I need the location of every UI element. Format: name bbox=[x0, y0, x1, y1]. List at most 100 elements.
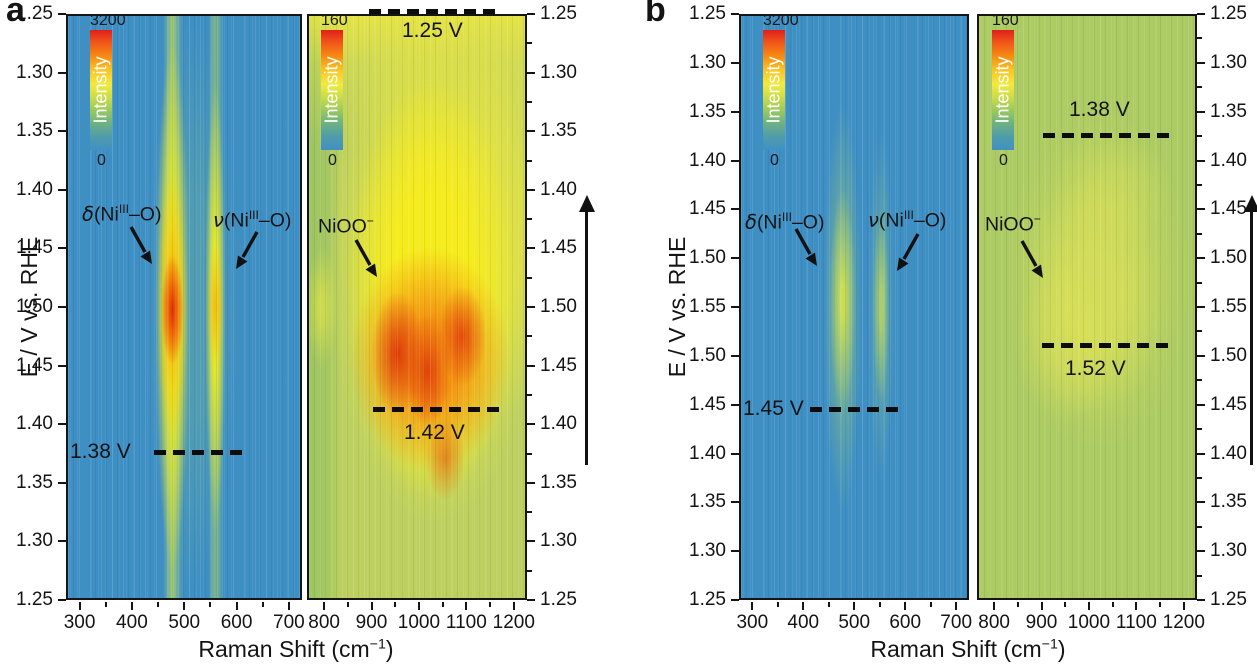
tick-label: 1.35 bbox=[16, 120, 53, 142]
tick-mark bbox=[802, 602, 805, 610]
tick-label: 1.45 bbox=[540, 354, 577, 376]
tick-label: 1.25 bbox=[540, 589, 577, 610]
nu-ni-o-annotation: ν(NiIII–O) bbox=[213, 208, 292, 232]
tick-mark bbox=[527, 218, 532, 221]
tick-mark bbox=[235, 602, 238, 610]
tick-mark bbox=[1197, 525, 1202, 528]
tick-label: 1200 bbox=[1162, 612, 1205, 633]
tick-mark bbox=[58, 188, 66, 191]
tick-mark bbox=[1197, 550, 1205, 553]
tick-label: 1.45 bbox=[689, 198, 726, 220]
tick-mark bbox=[1197, 257, 1205, 260]
colorbar-min-value: 0 bbox=[770, 152, 779, 169]
tick-label: 1.50 bbox=[16, 296, 53, 317]
tick-label: 1.30 bbox=[1210, 51, 1247, 73]
delta-band-arrow-icon bbox=[129, 226, 152, 264]
tick-mark bbox=[1197, 159, 1205, 162]
tick-label: 900 bbox=[1025, 612, 1058, 633]
colorbar-title: Intensity bbox=[992, 56, 1013, 124]
panel-b-low-heatmap: 3200 Intensity 0 δ(NiIII–O) ν(NiIII–O) 1… bbox=[736, 12, 972, 633]
tick-label: 1.35 bbox=[16, 471, 53, 493]
tick-mark bbox=[527, 364, 535, 367]
tick-mark bbox=[1087, 602, 1090, 610]
tick-label: 700 bbox=[273, 612, 305, 633]
tick-mark bbox=[1197, 599, 1205, 601]
tick-label: 1.35 bbox=[689, 100, 726, 122]
tick-label: 1.25 bbox=[16, 589, 53, 610]
tick-mark bbox=[1159, 602, 1162, 607]
tick-label: 1.30 bbox=[1210, 540, 1247, 562]
tick-mark bbox=[527, 452, 532, 455]
tick-label: 1000 bbox=[1067, 612, 1111, 633]
tick-label: 400 bbox=[787, 612, 820, 633]
tick-mark bbox=[1040, 602, 1043, 610]
colorbar-max-value: 3200 bbox=[90, 12, 126, 29]
dashed-line-1-38v-label: 1.38 V bbox=[1069, 98, 1130, 121]
tick-label: 1.45 bbox=[540, 237, 577, 259]
colorbar-gradient: Intensity bbox=[763, 30, 785, 150]
tick-mark bbox=[1197, 135, 1202, 138]
tick-label: 300 bbox=[63, 612, 96, 633]
tick-mark bbox=[58, 599, 66, 601]
colorbar-title: Intensity bbox=[90, 56, 111, 124]
tick-label: 1.40 bbox=[689, 442, 726, 464]
tick-mark bbox=[527, 42, 532, 45]
tick-label: 1.55 bbox=[689, 296, 726, 317]
tick-label: 1.40 bbox=[16, 178, 53, 200]
colorbar-max-value: 160 bbox=[992, 12, 1019, 29]
tick-mark bbox=[731, 550, 739, 553]
tick-mark bbox=[929, 602, 932, 607]
tick-mark bbox=[465, 602, 468, 610]
tick-mark bbox=[370, 602, 373, 610]
tick-label: 600 bbox=[889, 612, 922, 633]
tick-mark bbox=[58, 540, 66, 543]
tick-mark bbox=[157, 602, 160, 607]
tick-mark bbox=[955, 602, 958, 610]
panel-b-high-colorbar: 160 Intensity 0 bbox=[992, 12, 1019, 170]
colorbar-min-value: 0 bbox=[999, 152, 1008, 169]
tick-mark bbox=[346, 602, 349, 607]
tick-mark bbox=[1135, 602, 1138, 610]
tick-mark bbox=[58, 423, 66, 426]
tick-label: 1.35 bbox=[689, 491, 726, 513]
tick-mark bbox=[1197, 574, 1202, 577]
tick-label: 1.40 bbox=[1210, 149, 1247, 171]
delta-band-arrow-icon bbox=[794, 228, 817, 266]
tick-label: 300 bbox=[736, 612, 769, 633]
tick-label: 1.50 bbox=[689, 344, 726, 366]
tick-mark bbox=[1197, 86, 1202, 89]
tick-mark bbox=[1197, 501, 1205, 504]
colorbar-gradient: Intensity bbox=[992, 30, 1014, 150]
dashed-line-1-38v-label: 1.38 V bbox=[70, 440, 131, 463]
tick-label: 1.35 bbox=[1210, 491, 1247, 513]
tick-mark bbox=[1182, 602, 1185, 610]
dashed-line-1-25v bbox=[369, 9, 499, 14]
tick-mark bbox=[1111, 602, 1114, 607]
tick-mark bbox=[904, 602, 907, 610]
panel-a-high-heatmap: 160 Intensity 0 1.25 V NiOO− 1.42 V 800 9… bbox=[307, 9, 535, 633]
tick-label: 1.50 bbox=[1210, 344, 1247, 366]
tick-mark bbox=[731, 159, 739, 162]
tick-mark bbox=[209, 602, 212, 607]
tick-mark bbox=[731, 452, 739, 455]
tick-mark bbox=[1197, 379, 1202, 382]
tick-label: 500 bbox=[838, 612, 871, 633]
scan-direction-up-arrow-icon bbox=[578, 195, 595, 465]
tick-label: 1.45 bbox=[1210, 393, 1247, 415]
tick-mark bbox=[527, 511, 532, 514]
dashed-line-1-25v-label: 1.25 V bbox=[402, 19, 463, 42]
tick-mark bbox=[731, 501, 739, 504]
tick-mark bbox=[527, 481, 535, 484]
tick-label: 800 bbox=[308, 612, 340, 633]
tick-mark bbox=[58, 364, 66, 367]
tick-mark bbox=[1197, 428, 1202, 431]
tick-mark bbox=[527, 393, 532, 396]
tick-label: 1.50 bbox=[540, 296, 577, 317]
tick-mark bbox=[527, 247, 535, 250]
colorbar-title: Intensity bbox=[321, 56, 342, 124]
tick-label: 1.45 bbox=[16, 237, 53, 259]
tick-mark bbox=[261, 602, 264, 607]
tick-mark bbox=[58, 247, 66, 250]
panel-b-high-heatmap: 160 Intensity 0 1.38 V NiOO− 1.52 V 800 9… bbox=[977, 12, 1205, 633]
